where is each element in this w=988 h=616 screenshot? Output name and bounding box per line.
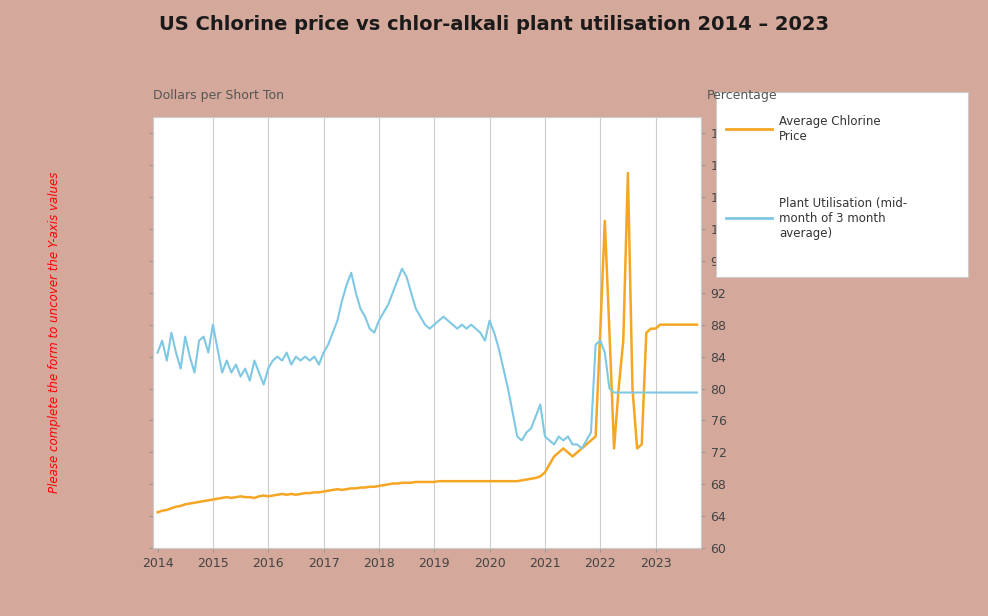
Text: Average Chlorine
Price: Average Chlorine Price [780,115,881,144]
Text: Plant Utilisation (mid-
month of 3 month
average): Plant Utilisation (mid- month of 3 month… [780,197,908,240]
Text: Dollars per Short Ton: Dollars per Short Ton [153,89,285,102]
Text: Percentage: Percentage [706,89,777,102]
Text: Please complete the form to uncover the Y-axis values: Please complete the form to uncover the … [47,172,61,493]
Text: US Chlorine price vs chlor-alkali plant utilisation 2014 – 2023: US Chlorine price vs chlor-alkali plant … [159,15,829,34]
